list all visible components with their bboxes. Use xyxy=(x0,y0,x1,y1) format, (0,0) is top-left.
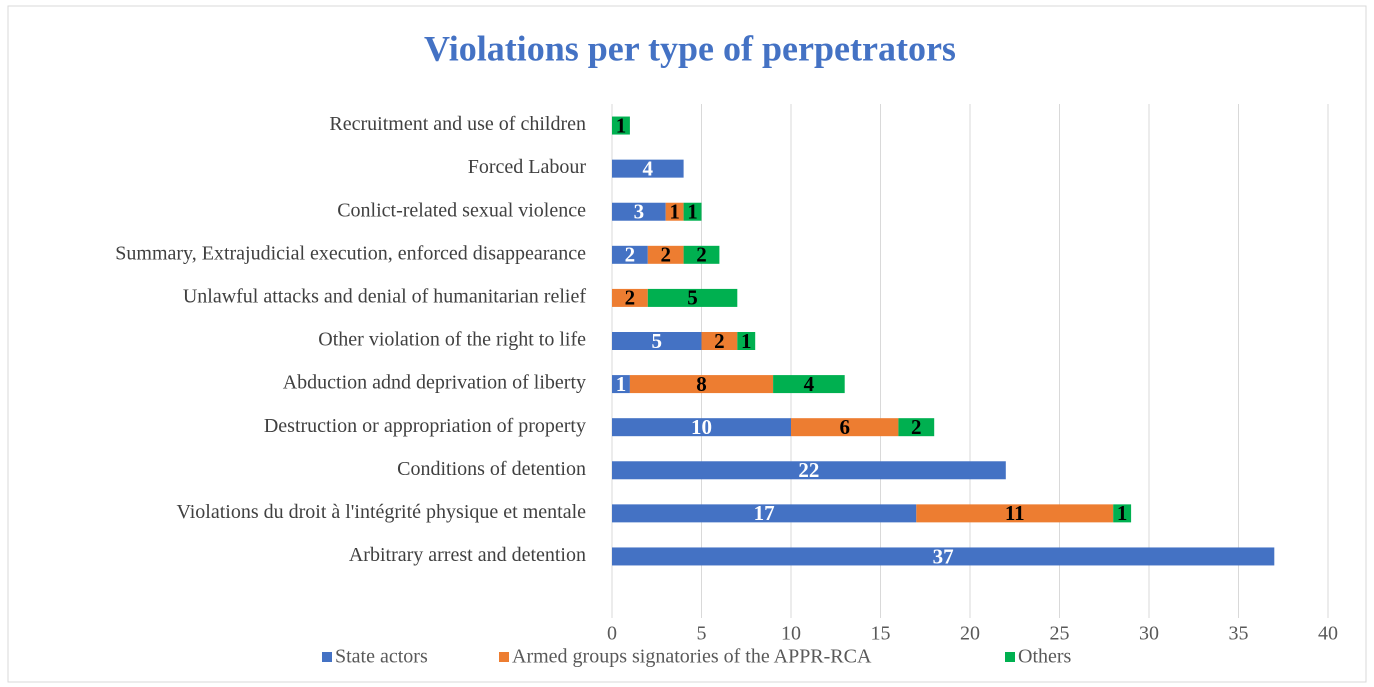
data-label: 37 xyxy=(933,544,954,568)
bar-segment xyxy=(791,418,899,437)
bar-segment xyxy=(773,375,845,394)
x-tick-label: 40 xyxy=(1318,623,1338,645)
data-label: 2 xyxy=(625,243,636,267)
data-label: 1 xyxy=(616,372,627,396)
x-tick-label: 10 xyxy=(781,623,801,645)
data-label: 3 xyxy=(634,200,645,224)
x-tick-label: 35 xyxy=(1229,623,1249,645)
x-tick-label: 25 xyxy=(1050,623,1070,645)
y-tick-label: Conlict-related sexual violence xyxy=(337,199,586,221)
bar-segment xyxy=(612,288,648,307)
bar-segment xyxy=(916,504,1114,523)
data-label: 17 xyxy=(754,501,775,525)
y-tick-label: Violations du droit à l'intégrité physiq… xyxy=(176,501,586,523)
bar-segment xyxy=(629,375,774,394)
data-label: 22 xyxy=(798,458,819,482)
legend-label: Others xyxy=(1018,646,1072,668)
y-tick-label: Destruction or appropriation of property xyxy=(264,415,586,437)
bar-segment xyxy=(701,332,738,350)
bar-segment xyxy=(612,202,666,221)
data-label: 1 xyxy=(669,200,680,224)
data-label: 5 xyxy=(687,286,698,310)
bar-segment xyxy=(612,504,917,523)
legend-swatch xyxy=(322,652,332,662)
bar-segment xyxy=(612,159,684,178)
bar-segment xyxy=(612,332,702,350)
bar-segment xyxy=(1113,504,1132,523)
legend-swatch xyxy=(499,652,509,662)
data-label: 11 xyxy=(1005,501,1025,525)
y-tick-label: Other violation of the right to life xyxy=(318,329,586,351)
y-tick-label: Conditions of detention xyxy=(397,458,586,480)
x-tick-label: 20 xyxy=(960,623,980,645)
bar-segment xyxy=(647,288,738,307)
legend-label: State actors xyxy=(335,646,428,668)
y-tick-label: Forced Labour xyxy=(468,156,587,178)
x-tick-label: 0 xyxy=(607,623,617,645)
data-label: 10 xyxy=(691,415,712,439)
data-label: 4 xyxy=(643,156,654,180)
bar-segment xyxy=(612,547,1275,566)
bar-segment xyxy=(683,245,720,264)
y-tick-label: Summary, Extrajudicial execution, enforc… xyxy=(115,242,586,264)
data-label: 2 xyxy=(660,243,671,267)
bar-segment xyxy=(612,461,1006,480)
x-tick-label: 5 xyxy=(697,623,707,645)
data-label: 1 xyxy=(741,329,752,353)
data-label: 2 xyxy=(625,286,636,310)
data-label: 2 xyxy=(696,243,707,267)
data-label: 8 xyxy=(696,372,707,396)
y-tick-label: Arbitrary arrest and detention xyxy=(349,544,586,566)
data-label: 2 xyxy=(714,329,725,353)
bar-segment xyxy=(647,245,684,264)
bar-segment xyxy=(612,418,791,437)
y-tick-label: Recruitment and use of children xyxy=(329,113,586,135)
bar-segment xyxy=(665,202,684,221)
y-tick-label: Unlawful attacks and denial of humanitar… xyxy=(183,286,587,308)
legend-swatch xyxy=(1005,652,1015,662)
data-label: 4 xyxy=(804,372,815,396)
bar-segment xyxy=(683,202,702,221)
data-label: 1 xyxy=(687,200,698,224)
bar-segment xyxy=(612,116,630,135)
data-label: 1 xyxy=(616,113,627,137)
data-label: 6 xyxy=(839,415,850,439)
data-label: 2 xyxy=(911,415,922,439)
x-tick-label: 15 xyxy=(871,623,891,645)
bar-segment xyxy=(612,375,630,394)
data-label: 5 xyxy=(652,329,663,353)
chart-title: Violations per type of perpetrators xyxy=(424,28,956,68)
bar-segment xyxy=(737,332,756,350)
legend-label: Armed groups signatories of the APPR-RCA xyxy=(512,646,872,668)
bar-segment xyxy=(612,245,648,264)
data-label: 1 xyxy=(1117,501,1128,525)
y-tick-label: Abduction adnd deprivation of liberty xyxy=(283,372,586,394)
bar-segment xyxy=(898,418,935,437)
x-tick-label: 30 xyxy=(1139,623,1159,645)
